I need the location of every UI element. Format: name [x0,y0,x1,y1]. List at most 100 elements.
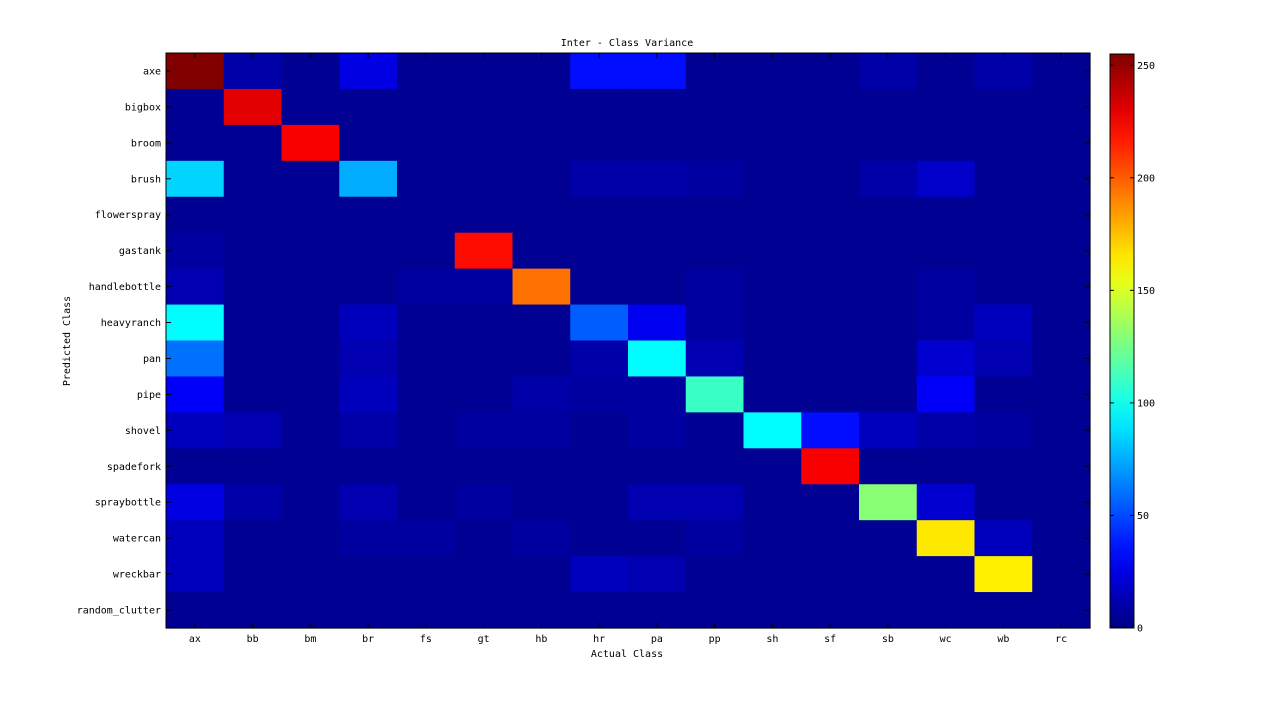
heatmap-cell-shovel-rc [1032,412,1091,449]
heatmap-cell-broom-sh [743,124,802,162]
heatmap-cell-pan-wc [916,340,976,378]
heatmap-cell-brush-pp [685,160,745,198]
heatmap-cell-spadefork-br [339,448,398,485]
heatmap-cell-spraybottle-bb [223,484,283,521]
heatmap-cell-random_clutter-wb [974,592,1033,629]
heatmap-cell-shovel-sh [743,412,802,449]
heatmap-cell-broom-bm [281,124,340,162]
heatmap-cell-axe-br [339,53,398,90]
heatmap-cell-watercan-gt [454,520,514,557]
heatmap-cell-axe-pp [685,53,745,90]
heatmap-cell-spraybottle-ax [166,484,225,521]
heatmap-cell-wreckbar-rc [1032,556,1091,593]
heatmap-cell-axe-sb [859,53,918,90]
x-tick-labels: ax bb bm br fs gt hb hr pa pp sh sf sb wc wb rc [189,53,1067,645]
y-tick-labels: axe bigbox broom brush flowerspray gastank han… [77,66,1090,617]
heatmap-cell-wreckbar-bb [223,556,283,593]
heatmap-cell-gastank-fs [397,232,456,270]
heatmap-cell-broom-gt [454,124,514,162]
heatmap-cell-brush-hb [512,160,571,198]
heatmap-cell-watercan-pp [685,520,745,557]
x-tick-label-br: br [362,634,374,645]
x-tick-label-bb: bb [247,634,259,645]
heatmap-cell-wreckbar-br [339,556,398,593]
heatmap-cell-watercan-wc [916,520,976,557]
heatmap-cell-bigbox-br [339,88,398,126]
y-tick-label-pan: pan [143,354,161,365]
heatmap-cell-spadefork-bm [281,448,340,485]
heatmap-cell-wreckbar-bm [281,556,340,593]
heatmap-cell-wreckbar-ax [166,556,225,593]
heatmap-cell-brush-sh [743,160,802,198]
x-tick-label-gt: gt [478,634,490,645]
heatmap-cell-spadefork-bb [223,448,283,485]
heatmap-cell-gastank-wb [974,232,1033,270]
heatmap-cell-flowerspray-fs [397,196,456,234]
x-tick-label-bm: bm [304,634,316,645]
heatmap-cell-flowerspray-ax [166,196,225,234]
colorbar-tick-label-50: 50 [1137,511,1149,522]
heatmap-cell-brush-fs [397,160,456,198]
heatmap-cell-pipe-wc [916,376,976,413]
heatmap-cell-random_clutter-br [339,592,398,629]
heatmap-cell-handlebottle-hr [570,268,629,306]
heatmap-cell-watercan-fs [397,520,456,557]
heatmap-cell-spadefork-fs [397,448,456,485]
y-tick-label-spraybottle: spraybottle [95,498,161,509]
heatmap-cell-pan-sh [743,340,802,378]
heatmap-cell-bigbox-pa [628,88,687,126]
colorbar-tick-label-200: 200 [1137,173,1155,184]
heatmap-cell-heavyranch-rc [1032,304,1091,342]
colorbar-tick-label-150: 150 [1137,286,1155,297]
heatmap-cell-wreckbar-gt [454,556,514,593]
heatmap-cell-flowerspray-wb [974,196,1033,234]
heatmap-cell-pan-br [339,340,398,378]
heatmap-cell-spraybottle-hb [512,484,571,521]
heatmap-cell-bigbox-rc [1032,88,1091,126]
x-tick-label-pa: pa [651,634,663,645]
heatmap-cell-broom-wc [916,124,976,162]
heatmap-cell-handlebottle-hb [512,268,571,306]
heatmap-cell-gastank-pa [628,232,687,270]
heatmap-cell-random_clutter-hb [512,592,571,629]
heatmap-cell-axe-sh [743,53,802,90]
heatmap-cell-bigbox-wb [974,88,1033,126]
heatmap-cell-wreckbar-wb [974,556,1033,593]
heatmap-cell-gastank-hr [570,232,629,270]
heatmap-cell-spadefork-rc [1032,448,1091,485]
heatmap-cell-pan-pa [628,340,687,378]
colorbar-tick-label-250: 250 [1137,61,1155,72]
heatmap-cell-flowerspray-gt [454,196,514,234]
heatmap-cell-handlebottle-pp [685,268,745,306]
heatmap-cell-spraybottle-gt [454,484,514,521]
x-tick-label-sf: sf [824,634,836,645]
heatmap-cell-watercan-ax [166,520,225,557]
y-tick-label-axe: axe [143,66,161,77]
heatmap-cell-spraybottle-hr [570,484,629,521]
heatmap-cell-spraybottle-sf [801,484,860,521]
y-axis-label: Predicted Class [62,296,73,386]
heatmap-cell-spadefork-gt [454,448,514,485]
heatmap-cell-spraybottle-wb [974,484,1033,521]
heatmap-cell-broom-pa [628,124,687,162]
y-tick-label-broom: broom [131,138,161,149]
heatmap-cell-pan-bb [223,340,283,378]
y-tick-label-wreckbar: wreckbar [113,570,161,581]
heatmap-cell-shovel-wc [916,412,976,449]
heatmap-cell-brush-bb [223,160,283,198]
heatmap-cell-shovel-hb [512,412,571,449]
colorbar [1109,53,1135,629]
heatmap-cell-handlebottle-wb [974,268,1033,306]
heatmap-cell-gastank-br [339,232,398,270]
heatmap-cell-wreckbar-sh [743,556,802,593]
colorbar-tick-label-100: 100 [1137,398,1155,409]
heatmap-cell-pipe-gt [454,376,514,413]
heatmap-cell-bigbox-ax [166,88,225,126]
heatmap-cell-brush-pa [628,160,687,198]
heatmap-cell-broom-hr [570,124,629,162]
heatmap-cell-handlebottle-wc [916,268,976,306]
heatmap-cell-wreckbar-sf [801,556,860,593]
heatmap-cell-brush-rc [1032,160,1091,198]
heatmap-cell-random_clutter-sf [801,592,860,629]
heatmap-cell-shovel-pa [628,412,687,449]
